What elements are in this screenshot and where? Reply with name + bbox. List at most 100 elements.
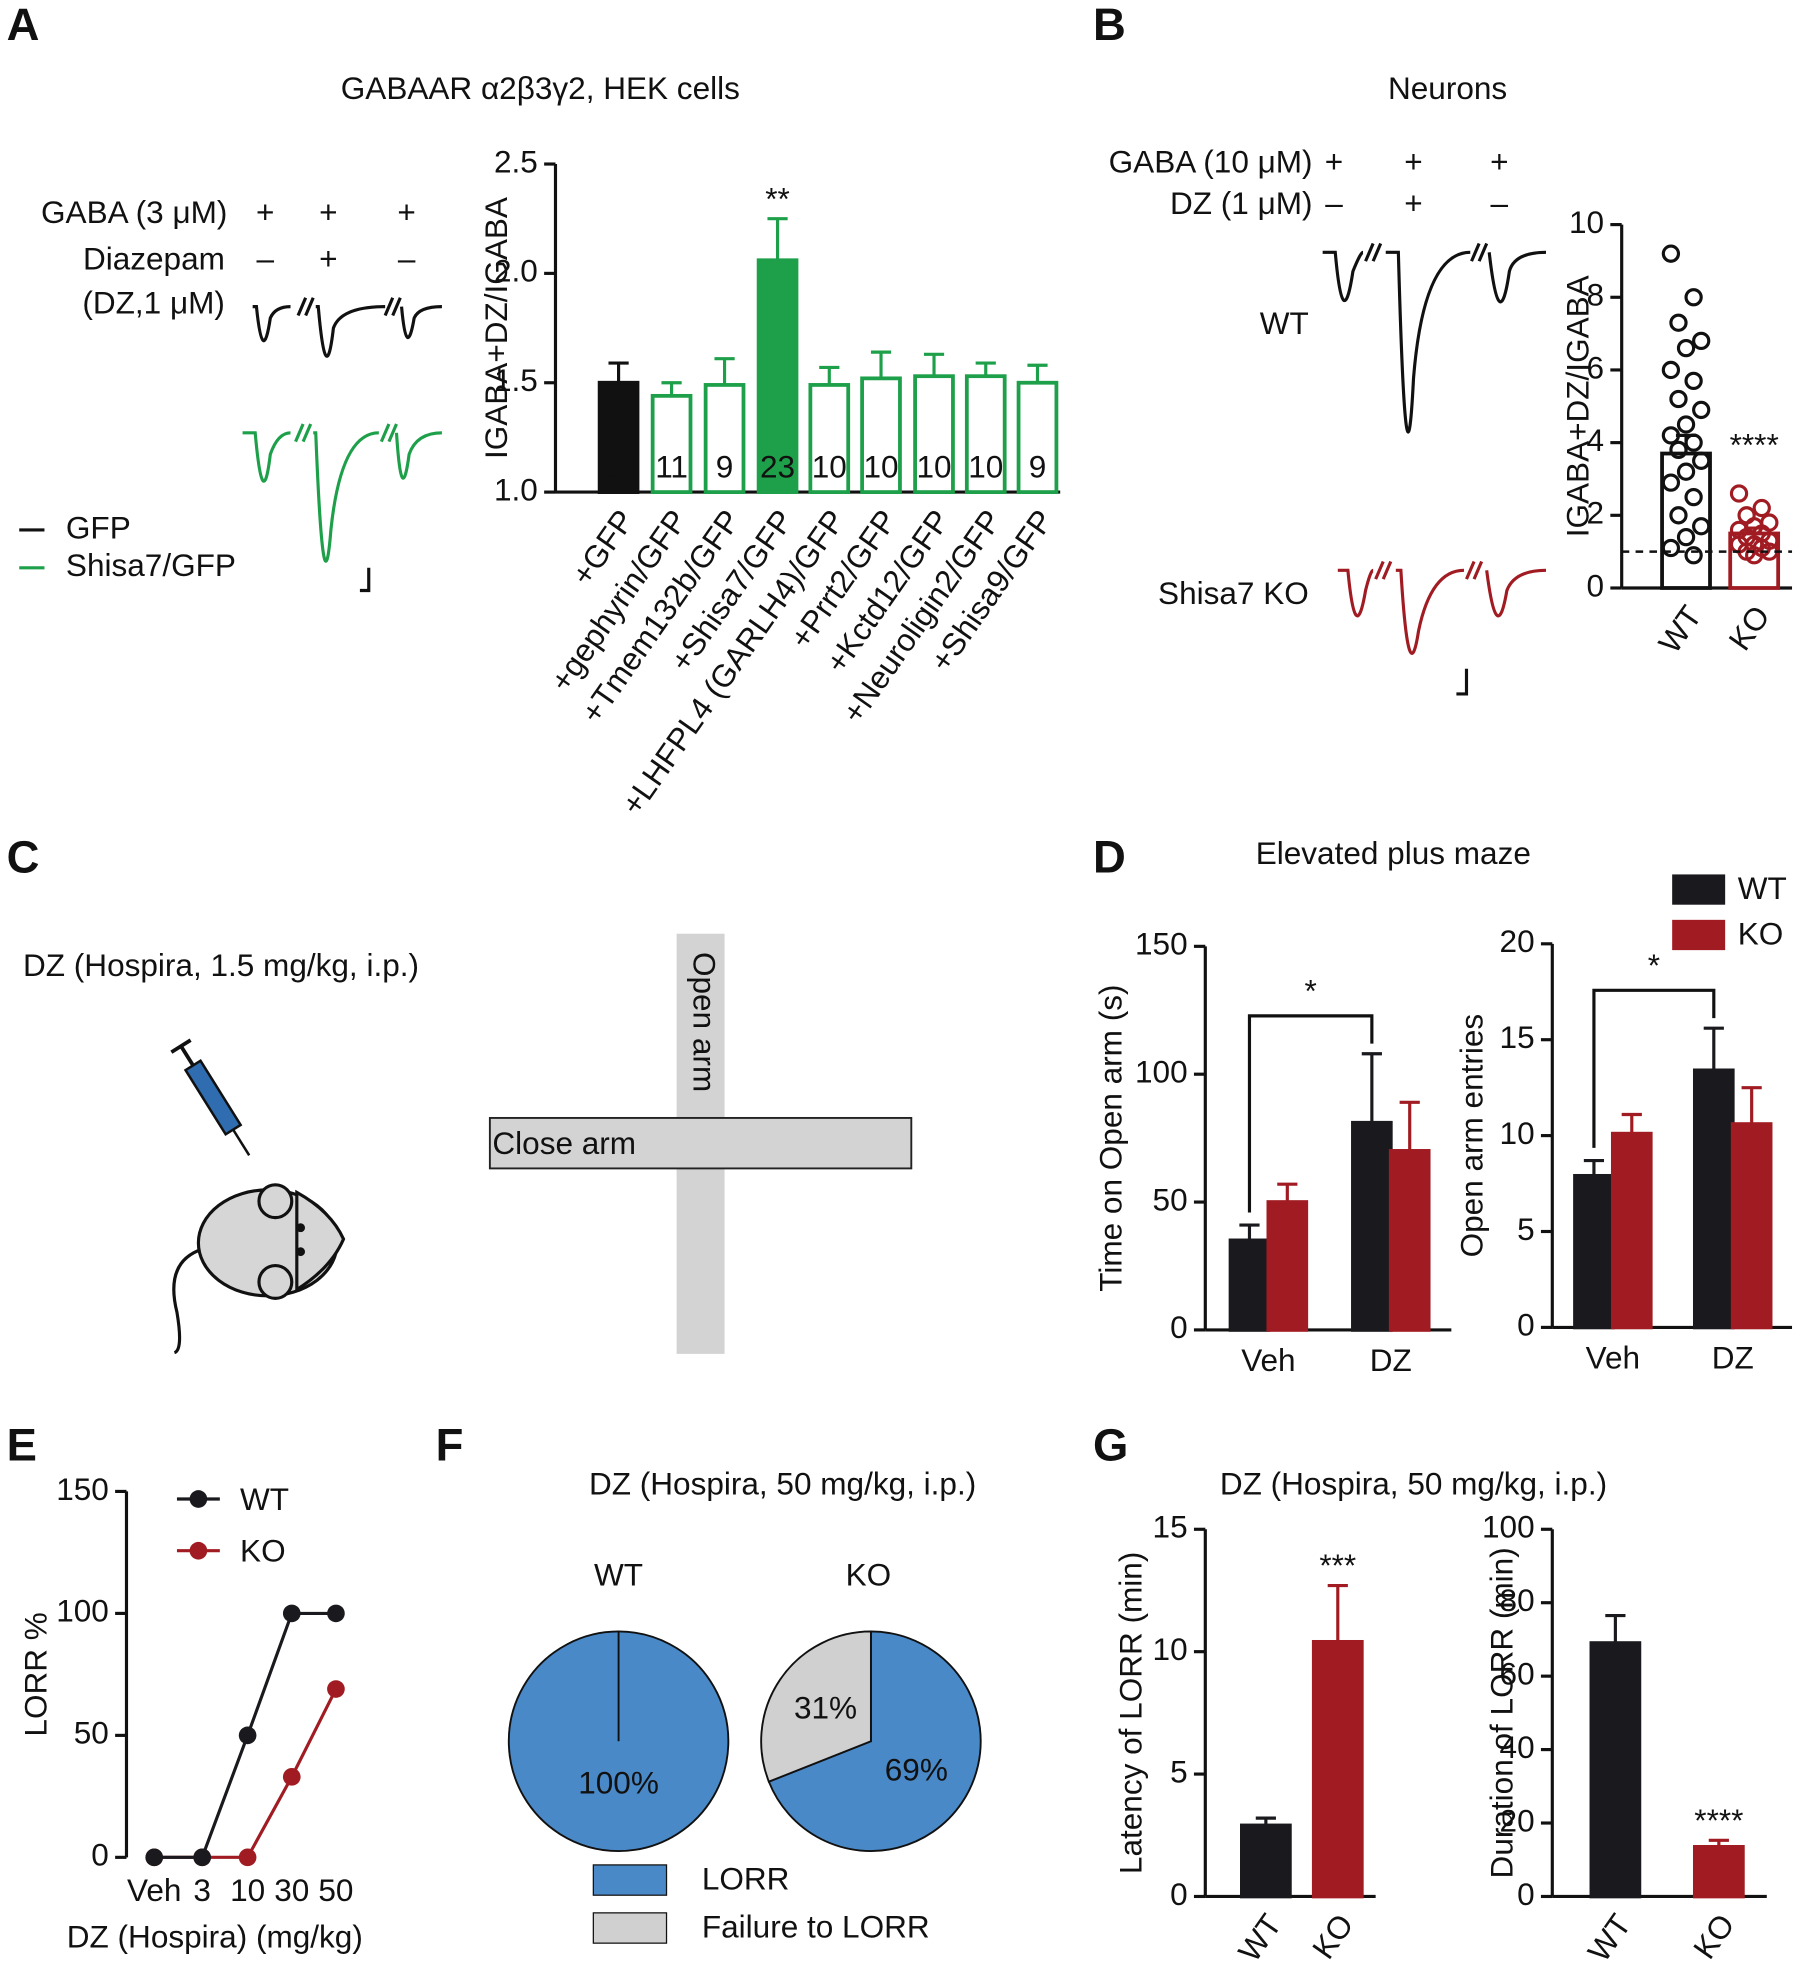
trace-gfp [252, 297, 442, 358]
panel-label: B [1093, 0, 1126, 50]
y-axis-label: LORR % [17, 1612, 53, 1736]
condition-mark: + [1490, 143, 1508, 179]
error-bar [767, 217, 788, 261]
legend-label: Shisa7/GFP [66, 547, 236, 583]
data-point [1692, 517, 1711, 536]
y-tick-label: 100 [1482, 1509, 1535, 1545]
error-bar [1277, 1182, 1298, 1203]
x-tick-label: WT [1651, 599, 1709, 660]
data-point [282, 1604, 301, 1623]
x-tick-label: DZ [1712, 1340, 1754, 1376]
data-point [1669, 506, 1688, 525]
pie-slice [760, 1630, 872, 1783]
bar [964, 374, 1007, 494]
data-point [1676, 339, 1696, 358]
open-arm-label: Open arm [687, 952, 723, 1092]
data-point [1676, 415, 1696, 434]
y-tick-label: 100 [1135, 1054, 1188, 1090]
error-bar [1361, 1052, 1382, 1123]
data-point [1684, 288, 1703, 307]
y-tick-label: 20 [1500, 1802, 1535, 1838]
y-tick-label: 5 [1517, 1211, 1535, 1247]
pie-name: KO [846, 1557, 892, 1593]
n-label: 32 [601, 449, 636, 485]
bracket-label: * [1648, 947, 1660, 983]
condition-mark: + [1404, 185, 1422, 221]
data-point [1676, 527, 1696, 547]
pie-name: WT [594, 1557, 643, 1593]
error-bar [661, 381, 682, 396]
bar [1573, 1173, 1615, 1330]
bar [1388, 1149, 1431, 1332]
y-tick-label: 4 [1586, 422, 1604, 458]
y-tick-label: 40 [1500, 1729, 1535, 1765]
significance: ** [765, 180, 790, 216]
condition-mark: – [1491, 185, 1509, 221]
y-tick-label: 0 [91, 1837, 109, 1873]
bracket [1592, 988, 1716, 1148]
data-point [282, 1768, 301, 1786]
y-tick-label: 0 [1170, 1876, 1188, 1912]
error-bar [1255, 1816, 1276, 1826]
y-tick-label: 8 [1586, 277, 1604, 313]
y-axis-label: Open arm entries [1453, 1014, 1489, 1258]
bar [1589, 1641, 1642, 1899]
legend-swatch [592, 1912, 668, 1944]
x-tick-label: Veh [1241, 1342, 1295, 1378]
data-point [1661, 426, 1681, 445]
legend-marker [189, 1541, 208, 1560]
y-tick-label: 80 [1500, 1582, 1535, 1618]
x-tick-label: 30 [274, 1872, 309, 1908]
condition-note: (DZ,1 μM) [82, 285, 225, 321]
n-label: 11 [655, 449, 688, 485]
panel-label: A [7, 0, 40, 50]
chart-title: Elevated plus maze [1256, 835, 1531, 871]
condition-mark: – [257, 241, 275, 277]
data-point [238, 1726, 257, 1745]
condition-mark: + [1404, 143, 1422, 179]
data-point [1684, 371, 1703, 391]
y-tick-label: 2 [1586, 495, 1604, 531]
x-tick-label: KO [1721, 599, 1777, 657]
bar [1692, 1068, 1735, 1330]
syringe [170, 1038, 251, 1156]
condition-mark: + [397, 194, 415, 230]
x-tick-label: KO [1686, 1907, 1742, 1965]
legend-label: KO [240, 1533, 286, 1569]
y-tick-label: 20 [1500, 923, 1535, 959]
data-point [1692, 400, 1711, 420]
data-point [1684, 546, 1703, 565]
condition-label: DZ (Hospira, 1.5 mg/kg, i.p.) [23, 947, 419, 983]
data-point [1669, 440, 1688, 460]
close-arm-label: Close arm [492, 1125, 636, 1161]
data-point [1684, 487, 1703, 507]
condition-mark: – [1325, 185, 1343, 221]
bar [1266, 1200, 1309, 1332]
data-point [1684, 433, 1703, 452]
n-label: 10 [916, 449, 951, 485]
legend-swatch [1672, 874, 1726, 905]
error-bar [1239, 1223, 1260, 1241]
error-bar [608, 361, 629, 383]
series-line [154, 1688, 338, 1859]
error-bar [1708, 1838, 1729, 1847]
error-bar [1583, 1158, 1605, 1176]
condition-mark: + [1325, 143, 1343, 179]
data-point [327, 1604, 345, 1623]
bar [597, 380, 640, 494]
y-tick-label: 50 [74, 1715, 109, 1751]
x-tick-label: WT [1580, 1907, 1638, 1968]
chart-title: GABAAR α2β3γ2, HEK cells [341, 70, 740, 106]
legend-label: KO [1738, 916, 1784, 952]
data-point [1661, 473, 1681, 492]
condition-mark: – [398, 241, 416, 277]
panel-label: D [1093, 832, 1126, 883]
legend-label: LORR [702, 1861, 790, 1897]
scale-bar [359, 567, 371, 593]
condition-mark: + [319, 194, 337, 230]
error-bar [1399, 1100, 1420, 1151]
trace-ko [1337, 560, 1546, 655]
data-point [1692, 331, 1711, 351]
